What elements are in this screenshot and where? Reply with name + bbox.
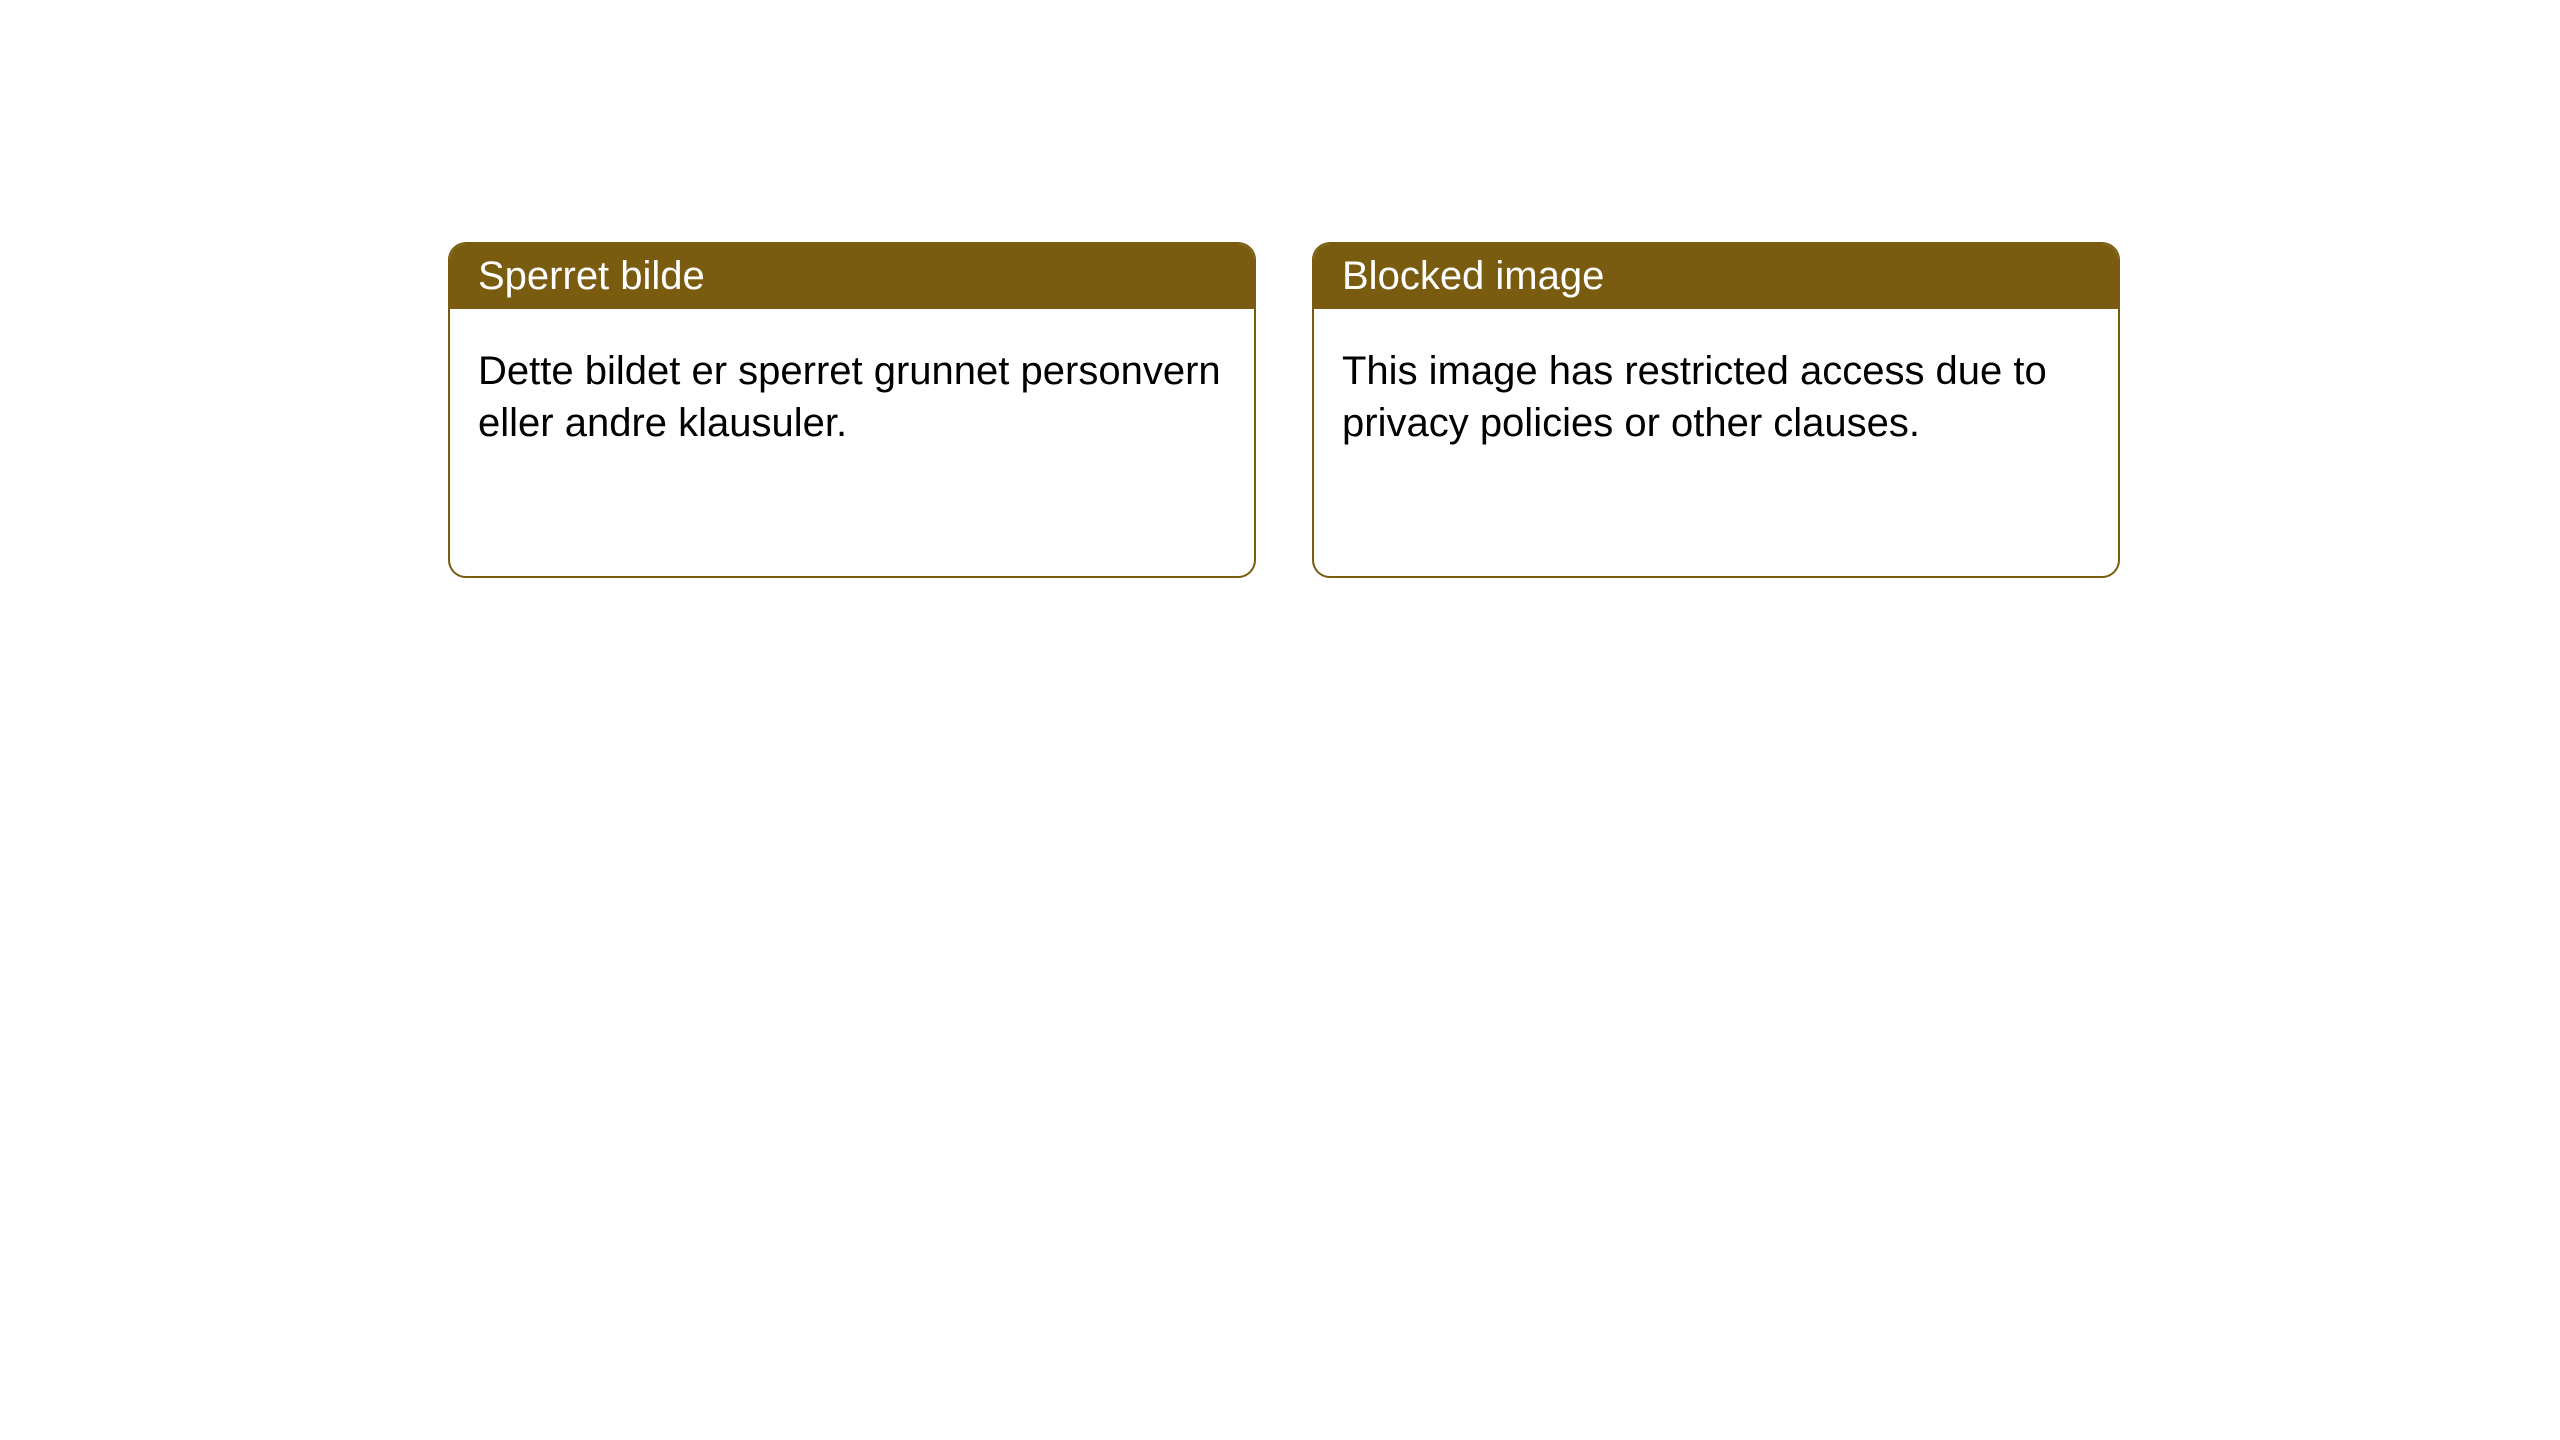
notice-title: Blocked image [1342, 254, 1604, 298]
notice-title: Sperret bilde [478, 254, 705, 298]
notice-body: This image has restricted access due to … [1314, 309, 2118, 485]
notice-card-norwegian: Sperret bilde Dette bildet er sperret gr… [448, 242, 1256, 578]
notice-body: Dette bildet er sperret grunnet personve… [450, 309, 1254, 485]
notice-message: Dette bildet er sperret grunnet personve… [478, 349, 1221, 445]
notice-header: Blocked image [1314, 244, 2118, 309]
notice-container: Sperret bilde Dette bildet er sperret gr… [0, 0, 2560, 578]
notice-header: Sperret bilde [450, 244, 1254, 309]
notice-message: This image has restricted access due to … [1342, 349, 2047, 445]
notice-card-english: Blocked image This image has restricted … [1312, 242, 2120, 578]
